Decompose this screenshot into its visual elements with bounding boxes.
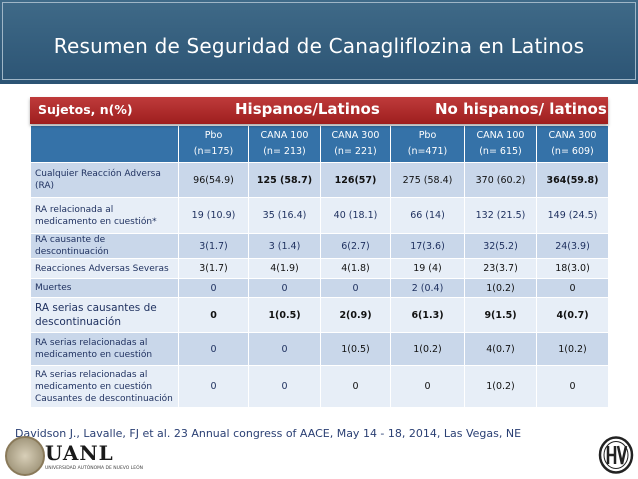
column-arm: CANA 100 <box>476 130 525 141</box>
table-cell: 0 <box>536 278 609 298</box>
table-cell: 9(1.5) <box>464 297 537 333</box>
column-header: CANA 100 (n= 213) <box>248 125 321 163</box>
row-label: Reacciones Adversas Severas <box>30 258 179 279</box>
table-cell: 0 <box>248 278 321 298</box>
table-cell: 370 (60.2) <box>464 162 537 198</box>
university-logo: UANL UNIVERSIDAD AUTÓNOMA DE NUEVO LEÓN <box>5 436 143 476</box>
column-header: Pbo (n=471) <box>390 125 465 163</box>
table-cell: 23(3.7) <box>464 258 537 279</box>
table-cell: 6(2.7) <box>320 233 391 259</box>
hospital-logo-icon <box>598 436 634 474</box>
table-row: RA serias relacionadas al medicamento en… <box>30 365 609 408</box>
table-cell: 4(1.9) <box>248 258 321 279</box>
table-cell: 3(1.7) <box>178 233 249 259</box>
column-n: (n= 609) <box>551 146 594 157</box>
column-header-blank <box>30 125 179 163</box>
slide-title: Resumen de Seguridad de Canagliflozina e… <box>53 34 585 58</box>
table-cell: 125 (58.7) <box>248 162 321 198</box>
column-header-row: Pbo (n=175) CANA 100 (n= 213) CANA 300 (n= … <box>30 125 609 163</box>
table-cell: 35 (16.4) <box>248 197 321 234</box>
column-arm: Pbo <box>204 130 223 141</box>
table-cell: 0 <box>248 365 321 408</box>
table-cell: 19 (4) <box>390 258 465 279</box>
table-cell: 32(5.2) <box>464 233 537 259</box>
table-cell: 2 (0.4) <box>390 278 465 298</box>
table-cell: 0 <box>248 332 321 366</box>
table-cell: 0 <box>178 297 249 333</box>
table-cell: 4(0.7) <box>464 332 537 366</box>
table-cell: 0 <box>536 365 609 408</box>
data-table: Pbo (n=175) CANA 100 (n= 213) CANA 300 (n= … <box>30 125 609 408</box>
table-cell: 17(3.6) <box>390 233 465 259</box>
column-n: (n=471) <box>407 146 448 157</box>
column-n: (n=175) <box>193 146 234 157</box>
table-cell: 1(0.2) <box>464 278 537 298</box>
table-cell: 66 (14) <box>390 197 465 234</box>
table-cell: 3(1.7) <box>178 258 249 279</box>
row-label: RA serias causantes de descontinuación <box>30 297 179 333</box>
table-cell: 0 <box>178 365 249 408</box>
column-n: (n= 615) <box>479 146 522 157</box>
column-n: (n= 221) <box>334 146 377 157</box>
title-bar-frame <box>2 2 636 80</box>
table-cell: 24(3.9) <box>536 233 609 259</box>
university-name: UANL <box>45 441 114 465</box>
non-hispanic-group-header: No hispanos/ latinos <box>435 100 607 118</box>
row-label: RA causante de descontinuación <box>30 233 179 259</box>
table-cell: 1(0.2) <box>536 332 609 366</box>
table-cell: 126(57) <box>320 162 391 198</box>
table-row: Muertes 0 0 0 2 (0.4) 1(0.2) 0 <box>30 278 609 298</box>
table-cell: 2(0.9) <box>320 297 391 333</box>
column-header: CANA 300 (n= 609) <box>536 125 609 163</box>
column-arm: CANA 300 <box>548 130 597 141</box>
university-seal-icon <box>5 436 45 476</box>
hispanic-group-header: Hispanos/Latinos <box>235 100 380 118</box>
table-cell: 149 (24.5) <box>536 197 609 234</box>
table-row: RA serias causantes de descontinuación 0… <box>30 297 609 333</box>
row-label: Muertes <box>30 278 179 298</box>
row-label: RA serias relacionadas al medicamento en… <box>30 365 179 408</box>
table-cell: 0 <box>178 278 249 298</box>
table-cell: 364(59.8) <box>536 162 609 198</box>
table-cell: 275 (58.4) <box>390 162 465 198</box>
column-arm: CANA 100 <box>260 130 309 141</box>
table-cell: 6(1.3) <box>390 297 465 333</box>
table-cell: 0 <box>320 278 391 298</box>
table-row: Reacciones Adversas Severas 3(1.7) 4(1.9… <box>30 258 609 279</box>
table-row: RA serias relacionadas al medicamento en… <box>30 332 609 366</box>
table-cell: 132 (21.5) <box>464 197 537 234</box>
row-label: Cualquier Reacción Adversa (RA) <box>30 162 179 198</box>
table-cell: 4(1.8) <box>320 258 391 279</box>
table-cell: 40 (18.1) <box>320 197 391 234</box>
table-cell: 18(3.0) <box>536 258 609 279</box>
table-cell: 96(54.9) <box>178 162 249 198</box>
table-row: RA relacionada al medicamento en cuestió… <box>30 197 609 234</box>
title-bar: Resumen de Seguridad de Canagliflozina e… <box>0 0 638 84</box>
table-cell: 0 <box>178 332 249 366</box>
group-header-bar: Sujetos, n(%) Hispanos/Latinos No hispan… <box>30 97 608 124</box>
table-cell: 19 (10.9) <box>178 197 249 234</box>
column-arm: Pbo <box>418 130 437 141</box>
table-cell: 1(0.5) <box>248 297 321 333</box>
university-subtitle: UNIVERSIDAD AUTÓNOMA DE NUEVO LEÓN <box>45 466 144 471</box>
table-cell: 4(0.7) <box>536 297 609 333</box>
table-cell: 1(0.2) <box>390 332 465 366</box>
column-header: Pbo (n=175) <box>178 125 249 163</box>
safety-table: Sujetos, n(%) Hispanos/Latinos No hispan… <box>30 97 609 408</box>
row-label: RA serias relacionadas al medicamento en… <box>30 332 179 366</box>
table-cell: 1(0.5) <box>320 332 391 366</box>
table-cell: 3 (1.4) <box>248 233 321 259</box>
column-header: CANA 300 (n= 221) <box>320 125 391 163</box>
column-n: (n= 213) <box>263 146 306 157</box>
column-arm: CANA 300 <box>331 130 380 141</box>
column-header: CANA 100 (n= 615) <box>464 125 537 163</box>
table-cell: 0 <box>320 365 391 408</box>
table-cell: 0 <box>390 365 465 408</box>
table-row: RA causante de descontinuación 3(1.7) 3 … <box>30 233 609 259</box>
table-cell: 1(0.2) <box>464 365 537 408</box>
subjects-header: Sujetos, n(%) <box>38 102 133 117</box>
citation: Davidson J., Lavalle, FJ et al. 23 Annua… <box>15 427 522 440</box>
row-label: RA relacionada al medicamento en cuestió… <box>30 197 179 234</box>
table-row: Cualquier Reacción Adversa (RA) 96(54.9)… <box>30 162 609 198</box>
